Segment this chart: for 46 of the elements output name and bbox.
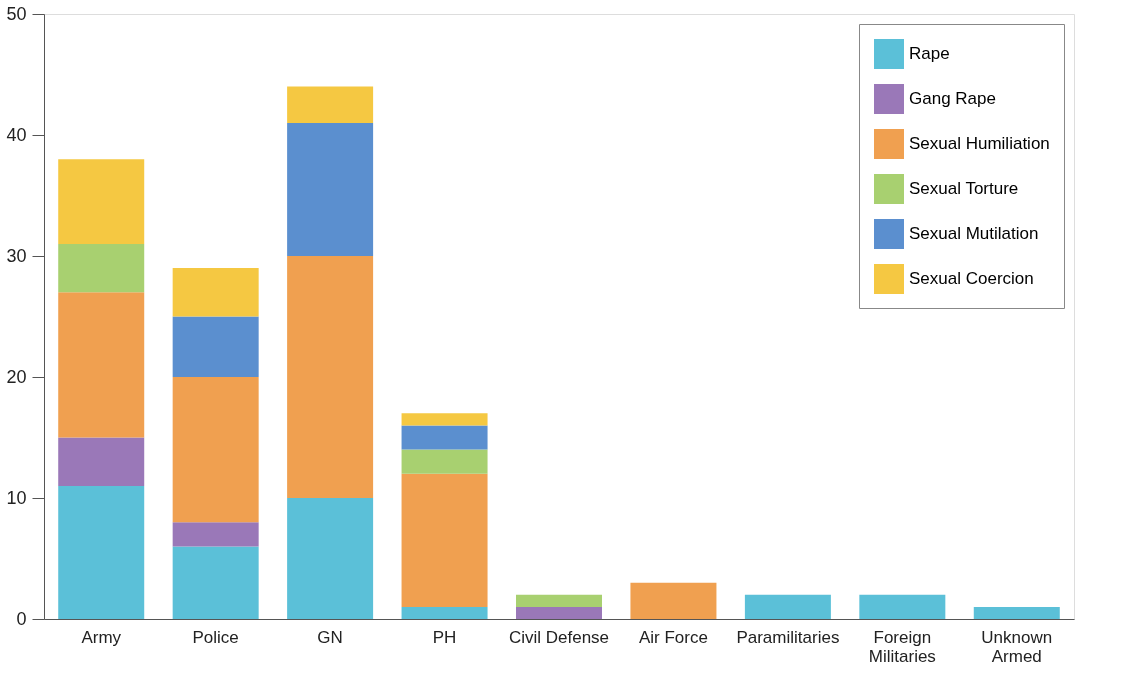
legend-label: Sexual Mutilation	[909, 224, 1039, 243]
bar	[859, 594, 946, 619]
x-tick-label: Civil Defense	[508, 627, 610, 647]
bar	[172, 377, 259, 523]
y-tick-label: 10	[6, 487, 27, 508]
bar	[58, 485, 145, 619]
y-tick-label: 0	[16, 608, 27, 629]
x-tick-label: Army	[81, 627, 122, 647]
x-tick-label: Unknown Armed	[981, 627, 1053, 666]
bar	[287, 86, 374, 123]
bar	[401, 606, 488, 619]
bar	[287, 256, 374, 498]
bar	[172, 268, 259, 317]
bar	[744, 594, 831, 619]
bar	[401, 473, 488, 607]
bar	[58, 292, 145, 438]
bar	[516, 594, 602, 607]
bar	[630, 582, 717, 619]
x-tick-label: Paramilitaries	[736, 627, 840, 647]
y-tick-label: 40	[6, 124, 27, 145]
bar	[172, 316, 259, 377]
x-tick-label: PH	[432, 627, 457, 647]
bar	[172, 522, 259, 547]
bar	[401, 413, 488, 426]
legend-label: Rape	[909, 44, 950, 63]
bar	[516, 606, 602, 619]
bar	[287, 498, 374, 619]
legend-label: Sexual Coercion	[909, 269, 1034, 288]
x-tick-label: GN	[317, 627, 343, 647]
x-tick-label: Air Force	[638, 627, 708, 647]
bar	[58, 243, 145, 293]
legend-label: Sexual Torture	[909, 179, 1019, 198]
legend-label: Sexual Humiliation	[909, 134, 1050, 153]
x-tick-label: Police	[192, 627, 239, 647]
bar	[172, 546, 259, 619]
bar	[287, 122, 374, 256]
y-tick-label: 50	[6, 3, 27, 24]
x-tick-label: Foreign Militaries	[868, 627, 936, 666]
y-tick-label: 30	[6, 245, 27, 266]
bar	[58, 159, 145, 244]
bar	[973, 606, 1060, 619]
legend-label: Gang Rape	[909, 89, 996, 108]
y-tick-label: 20	[6, 366, 27, 387]
bar	[58, 437, 145, 486]
bar	[401, 425, 488, 450]
bar	[401, 449, 488, 474]
